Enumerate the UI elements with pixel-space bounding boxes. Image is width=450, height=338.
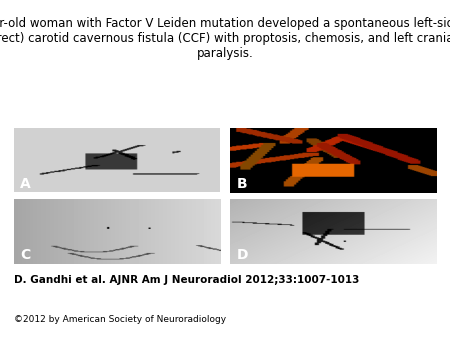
Text: D. Gandhi et al. AJNR Am J Neuroradiol 2012;33:1007-1013: D. Gandhi et al. AJNR Am J Neuroradiol 2… (14, 275, 359, 286)
Text: A 43-year-old woman with Factor V Leiden mutation developed a spontaneous left-s: A 43-year-old woman with Factor V Leiden… (0, 17, 450, 60)
Text: C: C (21, 248, 31, 262)
Text: AJNR: AJNR (301, 280, 392, 311)
Text: D: D (237, 248, 248, 262)
Text: ©2012 by American Society of Neuroradiology: ©2012 by American Society of Neuroradiol… (14, 315, 225, 324)
Text: A: A (20, 176, 31, 191)
Text: AMERICAN JOURNAL OF NEURORADIOLOGY: AMERICAN JOURNAL OF NEURORADIOLOGY (279, 313, 414, 318)
Text: B: B (237, 177, 248, 191)
